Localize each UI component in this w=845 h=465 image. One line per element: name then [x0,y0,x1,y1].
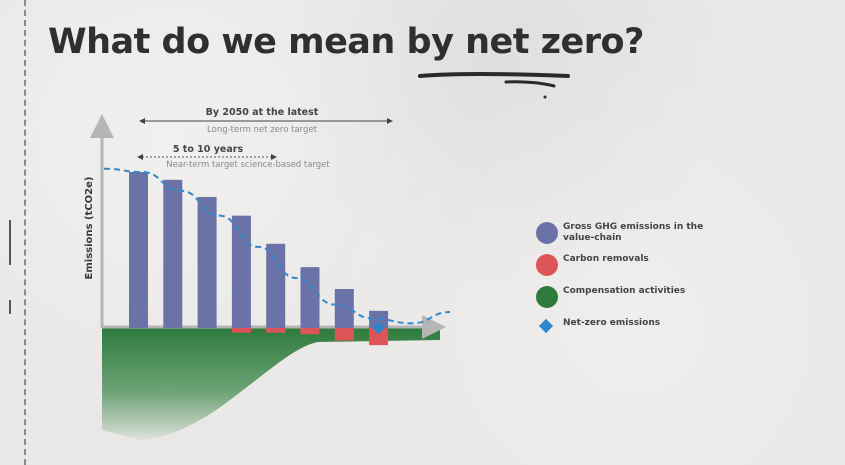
gross-emissions-bar [129,172,148,328]
net-zero-marker [372,321,385,335]
legend-label-netzero: Net-zero emissions [563,318,661,328]
legend-item-gross: Gross GHG emissions in the value-chain [536,220,736,252]
gross-emissions-bar [266,243,286,328]
near-term-title: 5 to 10 years [173,144,244,155]
y-axis-label: Emissions (tCO2e) [84,177,95,280]
legend-item-netzero: Net-zero emissions [536,316,736,348]
carbon-removal-bars [231,328,389,346]
legend-swatch-gross [536,222,558,244]
gross-emissions-bar [231,215,251,328]
carbon-removal-bar [334,328,354,341]
gross-emissions-bars [129,172,389,328]
title-underline [418,72,570,99]
legend-item-removals: Carbon removals [536,252,736,284]
long-term-title: By 2050 at the latest [206,107,319,118]
page-left-border [24,0,26,465]
legend-label-compensation: Compensation activities [563,286,686,296]
carbon-removal-bar [300,328,320,335]
carbon-removal-bar [231,328,251,333]
gross-emissions-bar [300,267,320,328]
legend-swatch-compensation [536,286,558,308]
gross-emissions-bar [334,289,354,328]
emissions-trend-curve [103,167,451,325]
legend-item-compensation: Compensation activities [536,284,736,316]
legend-swatch-netzero [538,318,554,334]
gross-emissions-bar [197,196,217,328]
page-title: What do we mean by net zero? [48,22,644,62]
legend-label-removals: Carbon removals [563,254,649,264]
carbon-removal-bar [369,328,389,346]
compensation-area [102,328,440,440]
carbon-removal-bar [266,328,286,333]
page-left-tick [9,300,11,314]
legend-label-gross: Gross GHG emissions in the value-chain [563,222,704,243]
gross-emissions-bar [163,179,183,328]
chart-legend: Gross GHG emissions in the value-chain C… [536,220,736,348]
page-left-tick [9,220,11,265]
long-term-subtitle: Long-term net zero target [207,125,318,135]
legend-swatch-removals [536,254,558,276]
near-term-subtitle: Near-term target science-based target [166,160,330,170]
